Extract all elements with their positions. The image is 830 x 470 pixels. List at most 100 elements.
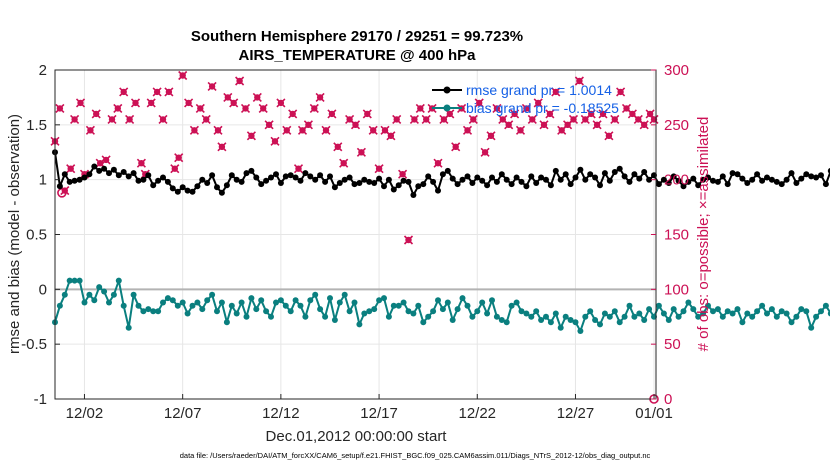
bias-point [582, 313, 589, 320]
legend-bias-label: bias grand pr = -0.18525 [466, 100, 619, 116]
rmse-point [410, 192, 417, 198]
rmse-point [474, 174, 481, 181]
assimilated-point [415, 103, 425, 113]
bias-point [120, 302, 127, 309]
assimilated-point-x2 [178, 70, 188, 81]
bias-point [341, 291, 348, 298]
assimilated-point-x2 [498, 114, 508, 124]
bias-point [371, 306, 378, 313]
bias-point [184, 310, 191, 317]
rmse-point [655, 181, 662, 188]
rmse-point [346, 174, 353, 181]
assimilated-point-x2 [639, 120, 649, 130]
assimilated-point [303, 120, 313, 130]
rmse-point [322, 178, 329, 185]
assimilated-point-x2 [480, 147, 490, 157]
bias-point [680, 308, 687, 315]
assimilated-point-x2 [282, 125, 292, 135]
assimilated-point [409, 114, 419, 124]
assimilated-point [598, 109, 608, 119]
rmse-point [459, 176, 466, 183]
bias-point [317, 306, 324, 313]
rmse-point [341, 176, 348, 183]
bias-point [410, 310, 417, 317]
bias-point [454, 306, 461, 313]
y-right-tick-label: 250 [664, 117, 689, 134]
assimilated-point [649, 114, 659, 124]
assimilated-point-x2 [91, 109, 101, 119]
assimilated-point-x2 [293, 164, 304, 174]
rmse-point [282, 173, 289, 180]
bias-point [631, 313, 638, 320]
bias-point [587, 308, 594, 315]
bias-point [385, 313, 392, 320]
bias-point [307, 297, 314, 304]
bias-point [61, 291, 68, 298]
assimilated-point [592, 120, 602, 130]
bias-point [204, 297, 211, 304]
chart-title-line1: Southern Hemisphere 29170 / 29251 = 99.7… [191, 28, 523, 45]
assimilated-point [235, 76, 245, 86]
assimilated-point [339, 158, 349, 168]
assimilated-point-x2 [309, 103, 319, 113]
bias-point [238, 299, 245, 306]
rmse-point [400, 177, 407, 184]
rmse-point [155, 177, 162, 184]
bias-point [322, 313, 329, 320]
assimilated-point [101, 155, 111, 165]
assimilated-point [201, 114, 211, 124]
assimilated-point [195, 103, 205, 113]
bias-point [710, 308, 716, 315]
assimilated-point [492, 103, 502, 113]
assimilated-point-x2 [627, 109, 637, 119]
rmse-point [356, 180, 363, 186]
bias-point [66, 277, 73, 284]
assimilated-point-x2 [445, 109, 455, 119]
rmse-point [371, 180, 378, 186]
assimilated-point [264, 120, 274, 130]
rmse-point [469, 180, 476, 186]
assimilated-point [362, 109, 372, 119]
rmse-point [552, 167, 559, 174]
rmse-point [444, 167, 451, 174]
bias-point [302, 313, 309, 320]
rmse-point [670, 173, 677, 180]
bias-point [508, 302, 515, 309]
assimilated-point [184, 98, 194, 108]
assimilated-point [527, 114, 537, 124]
assimilated-point-x2 [113, 103, 123, 113]
assimilated-point [574, 76, 584, 86]
assimilated-point-x2 [604, 131, 614, 141]
assimilated-point [119, 87, 129, 97]
data-file-footnote: data file: /Users/raeder/DAI/ATM_forcXX/… [180, 451, 651, 460]
rmse-point [194, 183, 201, 190]
x-tick-label: 01/01 [635, 405, 673, 422]
rmse-point [91, 163, 98, 170]
bias-point [523, 310, 530, 317]
assimilated-point-x2 [288, 109, 298, 119]
x-tick-label: 12/07 [164, 405, 202, 422]
rmse-point [110, 166, 117, 173]
rmse-point [641, 169, 648, 175]
rmse-point [115, 172, 122, 179]
assimilated-point [621, 103, 632, 113]
assimilated-point-x2 [333, 142, 343, 152]
assimilated-point [356, 147, 366, 157]
assimilated-point-x2 [170, 164, 180, 174]
y-left-tick-label: -0.5 [21, 336, 47, 353]
assimilated-point [421, 114, 431, 124]
y-right-tick-label: 0 [664, 391, 672, 408]
assimilated-point-x2 [492, 103, 502, 113]
rmse-point [592, 174, 599, 181]
assimilated-point-x2 [95, 158, 105, 168]
assimilated-point [213, 125, 223, 135]
rmse-point [277, 180, 284, 186]
x-tick-label: 12/27 [557, 405, 595, 422]
bias-point [700, 310, 707, 317]
assimilated-point [551, 87, 561, 97]
bias-point [479, 299, 486, 306]
assimilated-point [474, 98, 484, 108]
assimilated-point-x2 [136, 158, 146, 168]
rmse-point [135, 177, 142, 184]
